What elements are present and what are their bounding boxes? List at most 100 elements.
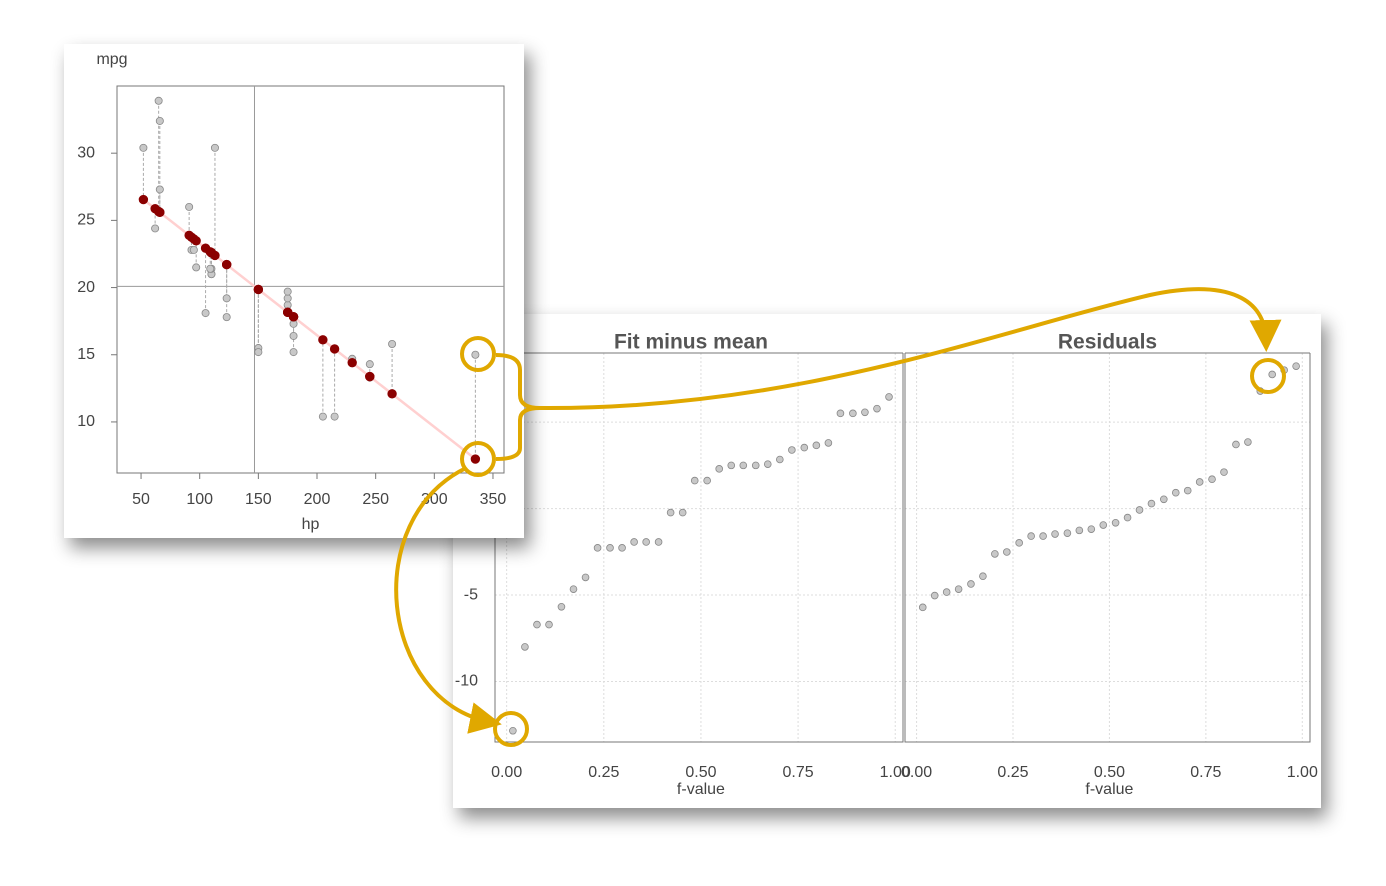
x-tick-label: 150	[245, 491, 272, 508]
point	[1280, 366, 1288, 374]
point	[1015, 539, 1023, 547]
fitted-point	[282, 307, 293, 317]
panel-frame	[494, 353, 904, 743]
fitted-point	[189, 234, 199, 244]
point	[918, 603, 927, 612]
point	[593, 544, 602, 552]
fitted-point	[318, 335, 328, 345]
point	[1135, 506, 1144, 514]
point	[967, 580, 975, 588]
point	[1099, 521, 1108, 529]
fitted-point	[205, 247, 215, 257]
point	[979, 572, 987, 580]
x-tick-label: 0.00	[901, 764, 932, 781]
observed-point	[155, 116, 164, 125]
point	[1087, 525, 1096, 533]
fitted-point	[347, 357, 357, 368]
highlight-circle	[493, 711, 529, 747]
x-tick-label: 1.00	[1287, 764, 1318, 781]
point	[581, 573, 590, 582]
fitted-point	[282, 307, 293, 317]
highlight-circle	[460, 336, 496, 372]
fitted-point	[155, 207, 165, 218]
observed-point	[318, 412, 327, 421]
point	[873, 404, 881, 413]
fitted-point	[253, 284, 264, 295]
observed-point	[222, 313, 231, 322]
y-tick-label: 5	[469, 413, 478, 430]
fitted-point	[206, 248, 217, 258]
observed-point	[139, 143, 148, 152]
card	[453, 314, 1321, 808]
x-tick-label: 0.25	[997, 764, 1028, 781]
fitted-point	[221, 259, 232, 270]
observed-point	[471, 350, 480, 359]
fitted-point	[329, 344, 340, 354]
point	[1208, 475, 1216, 484]
point	[836, 409, 845, 418]
point	[942, 588, 951, 596]
observed-point	[185, 202, 194, 211]
x-axis-label: hp	[302, 516, 320, 533]
x-tick-label: 0.75	[783, 764, 814, 781]
observed-point	[210, 143, 219, 152]
point	[1075, 526, 1084, 535]
observed-point	[207, 264, 216, 273]
x-tick-label: 0.50	[1094, 764, 1125, 781]
x-tick-label: 0.50	[685, 764, 716, 781]
point	[727, 461, 736, 470]
observed-point	[254, 348, 263, 357]
fitted-point	[288, 312, 299, 322]
point	[991, 550, 999, 558]
observed-point	[201, 309, 210, 318]
observed-point	[283, 294, 292, 303]
fitted-point	[200, 243, 211, 253]
point	[1232, 440, 1240, 449]
highlight-circle	[1250, 358, 1286, 394]
observed-point	[151, 224, 160, 233]
x-tick-label: 1.00	[880, 764, 911, 781]
point	[606, 544, 614, 552]
fitted-point	[138, 194, 149, 205]
point	[885, 393, 893, 401]
x-tick-label: 0.00	[491, 764, 522, 781]
point	[678, 508, 687, 517]
point	[509, 726, 517, 735]
observed-point	[187, 245, 196, 254]
y-tick-label: 30	[77, 144, 95, 161]
point	[666, 508, 675, 517]
observed-point	[192, 263, 201, 272]
panel-frame	[904, 353, 1311, 743]
y-tick-label: 25	[77, 212, 95, 229]
point	[1195, 478, 1204, 486]
fitted-point	[184, 230, 194, 240]
x-tick-label: 0.75	[1190, 764, 1221, 781]
y-tick-label: 20	[77, 279, 95, 296]
fitted-point	[221, 259, 232, 270]
point	[533, 620, 541, 629]
panel-title: Residuals	[1058, 331, 1157, 354]
point	[703, 476, 711, 485]
x-tick-label: 50	[132, 491, 150, 508]
fitted-point	[206, 248, 217, 258]
point	[1183, 486, 1192, 495]
x-tick-label: 0.25	[588, 764, 619, 781]
point	[849, 409, 857, 418]
fitted-point	[210, 250, 220, 261]
y-tick-label: 0	[469, 500, 478, 517]
point	[739, 461, 748, 470]
point	[1171, 488, 1180, 497]
fitted-point	[387, 389, 397, 399]
point	[618, 544, 626, 552]
observed-point	[348, 354, 357, 363]
arrow	[539, 287, 1282, 411]
fitted-point	[191, 236, 201, 246]
fitted-point	[206, 248, 217, 258]
fitted-point	[288, 312, 299, 322]
fitted-point	[282, 307, 293, 317]
card	[64, 44, 524, 538]
